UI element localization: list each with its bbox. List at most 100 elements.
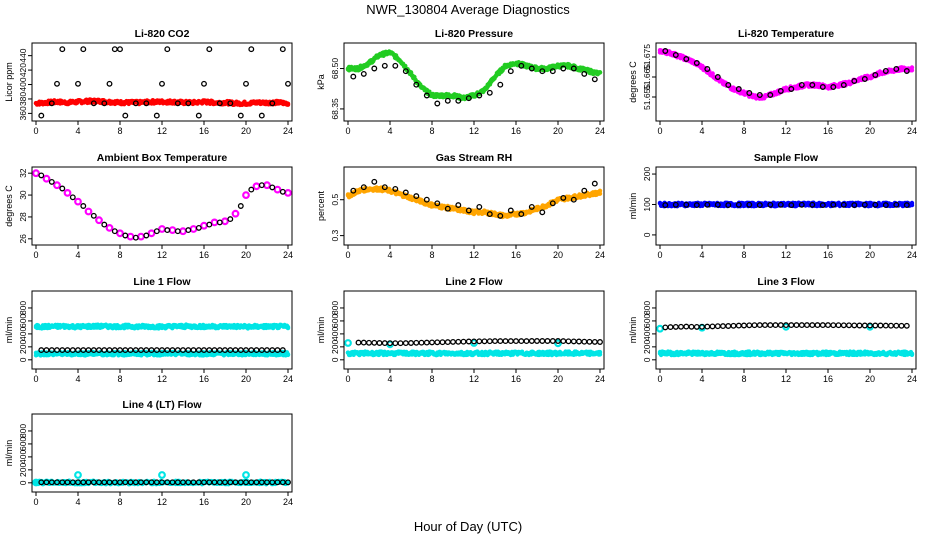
x-tick-label: 16 (199, 250, 209, 260)
data-point (237, 203, 244, 209)
data-point (492, 338, 498, 345)
x-tick-label: 0 (657, 250, 662, 260)
data-point (402, 189, 409, 196)
data-point (350, 187, 357, 194)
data-point (814, 322, 821, 329)
y-tick-label: 200 (18, 339, 28, 353)
data-point (206, 46, 213, 53)
data-point (554, 339, 562, 348)
series-group (33, 46, 291, 119)
panel-title: Li-820 Temperature (738, 28, 834, 40)
x-tick-label: 20 (553, 126, 563, 136)
data-point (48, 100, 55, 107)
data-point (75, 347, 81, 354)
data-point (32, 169, 40, 178)
data-point (756, 202, 763, 209)
x-tick-label: 8 (117, 250, 122, 260)
data-point (63, 188, 72, 197)
data-point (195, 112, 202, 119)
x-axis: 0 4 8 12 16 20 24 (345, 120, 605, 136)
data-point (699, 323, 705, 330)
data-point (497, 338, 504, 345)
data-point (444, 205, 451, 212)
x-axis: 0 4 8 12 16 20 24 (345, 368, 605, 384)
data-point (798, 82, 805, 88)
data-point (735, 86, 742, 92)
y-axis-label: percent (316, 190, 326, 221)
data-point (179, 227, 187, 236)
data-point (788, 202, 795, 209)
data-point (725, 323, 732, 329)
data-point (43, 347, 50, 354)
x-tick-label: 0 (345, 374, 350, 384)
data-point (476, 92, 483, 99)
data-point (767, 322, 774, 329)
data-point (273, 185, 282, 194)
y-tick-label: 200 (642, 167, 652, 181)
panel-title: Line 2 Flow (445, 276, 503, 288)
data-point (423, 196, 430, 203)
data-point (798, 322, 805, 329)
data-point (242, 191, 250, 200)
data-point (756, 92, 763, 98)
x-tick-label: 12 (781, 374, 791, 384)
x-axis: 0 4 8 12 16 20 24 (657, 120, 917, 136)
data-point (497, 81, 504, 88)
data-point (518, 211, 525, 218)
x-tick-label: 16 (511, 374, 521, 384)
data-point (237, 112, 244, 119)
data-point (735, 322, 742, 329)
x-tick-label: 16 (511, 250, 521, 260)
y-axis-label: degrees C (628, 61, 638, 103)
data-point (344, 339, 352, 347)
data-point (48, 178, 55, 185)
data-point (264, 347, 270, 354)
y-tick-label: 51.665 (642, 64, 652, 90)
data-point (153, 112, 160, 119)
data-point (909, 200, 915, 206)
data-point (581, 187, 588, 194)
y-axis-label: ml/min (628, 193, 638, 220)
data-point (751, 322, 758, 329)
data-point (523, 338, 530, 345)
data-point (360, 70, 367, 77)
series-group (345, 178, 603, 220)
data-point (767, 201, 774, 208)
data-point (269, 184, 276, 191)
y-tick-label: 0 (330, 357, 340, 362)
data-point (507, 338, 514, 345)
data-point (279, 347, 286, 354)
x-tick-label: 0 (345, 250, 350, 260)
x-tick-label: 16 (823, 250, 833, 260)
data-point (42, 174, 51, 183)
data-point (672, 52, 679, 58)
data-point (465, 207, 472, 214)
data-point (830, 201, 837, 208)
figure-title: NWR_130804 Average Diagnostics (366, 2, 570, 17)
x-tick-label: 12 (781, 126, 791, 136)
data-point (190, 347, 197, 354)
x-axis: 0 4 8 12 16 20 24 (33, 120, 293, 136)
data-point (591, 338, 598, 345)
data-point (825, 322, 831, 329)
x-tick-label: 8 (117, 126, 122, 136)
y-tick-label: 600 (330, 314, 340, 328)
data-point (851, 78, 858, 84)
series-group (657, 200, 915, 209)
data-point (201, 347, 207, 354)
data-point (38, 112, 45, 119)
data-point (662, 202, 669, 209)
series-group (656, 322, 915, 358)
data-point (688, 323, 695, 330)
y-tick-label: 400 (330, 327, 340, 341)
data-point (53, 181, 61, 190)
data-point (549, 200, 556, 207)
data-point (560, 338, 567, 345)
data-point (788, 86, 795, 92)
y-tick-label: 28 (18, 212, 28, 222)
data-point (455, 338, 462, 345)
x-tick-label: 0 (657, 126, 662, 136)
